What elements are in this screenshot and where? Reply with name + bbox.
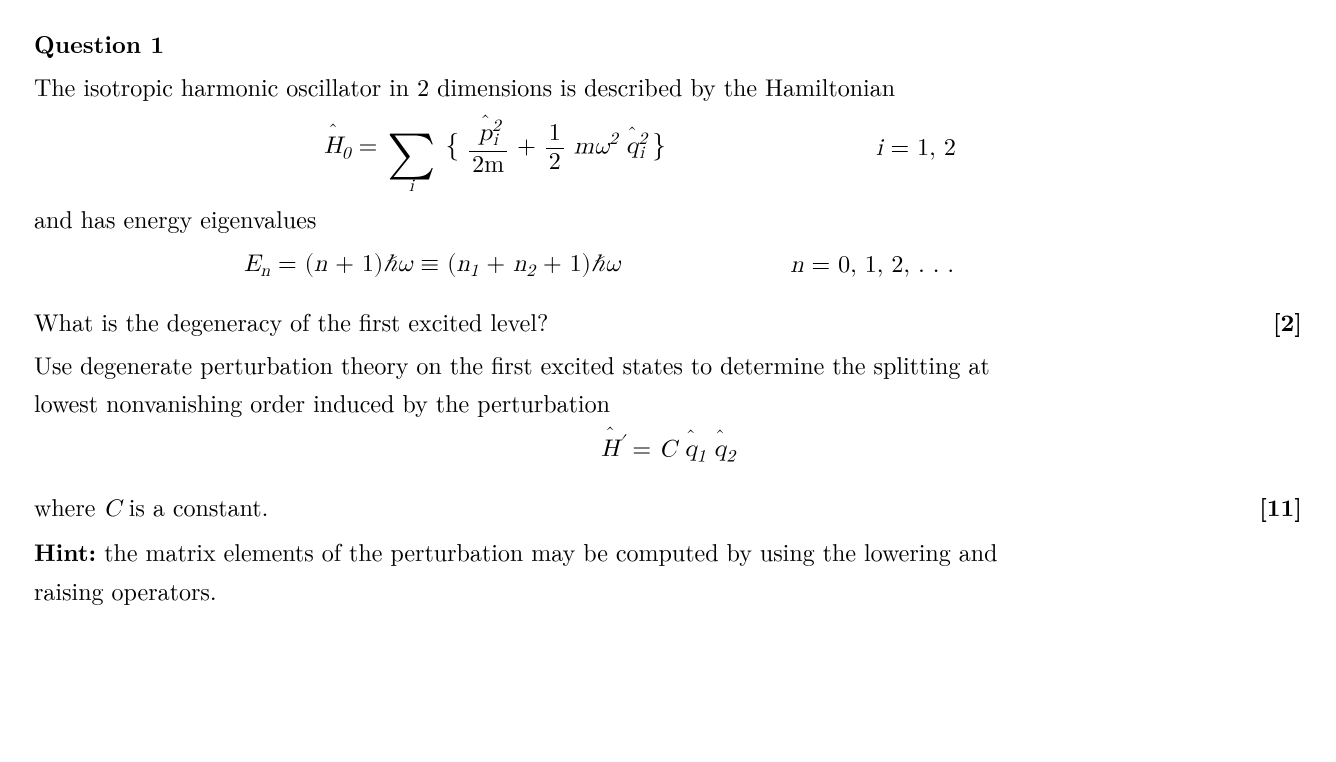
sum-index: i [409,178,414,195]
q2-sub: 2 [726,448,735,465]
q-sub: i [639,145,644,162]
where-prefix: where [34,489,103,523]
C-constant: C [659,437,676,461]
eq2-condition: n = 0, 1, 2, . . . [790,249,954,281]
hint-line1: Hint: the matrix elements of the perturb… [34,536,1302,567]
energy-eigenvalues-equation: En = (n + 1)ℏω ≡ (n1 + n2 + 1)ℏω n = 0, … [244,248,1302,283]
where-text: where C is a constant. [34,490,268,525]
denom-2m: 2m [472,153,504,177]
n2-sub: 2 [526,263,535,280]
p-sub: i [493,132,498,149]
H-sub: 0 [342,145,351,162]
eq1-condition: i = 1, 2 [876,132,956,164]
hint-text-a: the matrix elements of the perturbation … [96,534,997,568]
where-row: where C is a constant. [11] [34,490,1302,525]
E-symbol: E [244,252,260,276]
half-num: 1 [546,120,564,149]
omega-sup: 2 [609,131,618,148]
Hprime-prime: ′ [619,434,624,451]
where-C: C [103,497,120,521]
degeneracy-question: What is the degeneracy of the first exci… [34,305,548,337]
degeneracy-question-row: What is the degeneracy of the first exci… [34,305,1302,338]
perturbation-equation: ˆH′ = C ˆq1 ˆq2 [34,431,1302,469]
hint-label: Hint: [34,535,96,569]
eq3-equals: = [632,437,659,461]
m-symbol: m [574,134,594,158]
omega-symbol: ω [594,134,609,158]
E-sub: n [260,263,270,280]
intro-text: The isotropic harmonic oscillator in 2 d… [34,70,1302,102]
where-suffix: is a constant. [121,489,269,523]
half-den: 2 [546,149,564,177]
q1-sub: 1 [697,448,706,465]
hamiltonian-equation: ˆH0 = ∑i { ˆp2i 2m + 1 2 mω2 ˆq2i } i = … [324,117,1302,180]
mid-text: and has energy eigenvalues [34,202,1302,234]
perturb-text-line1: Use degenerate perturbation theory on th… [34,349,1302,379]
hint-line2: raising operators. [34,575,1302,605]
question-title: Question 1 [34,28,1302,60]
n1-sub: 1 [470,263,479,280]
marks-2: [2] [1273,306,1302,338]
perturb-text-line2: lowest nonvanishing order induced by the… [34,387,1302,417]
marks-11: [11] [1259,491,1302,523]
